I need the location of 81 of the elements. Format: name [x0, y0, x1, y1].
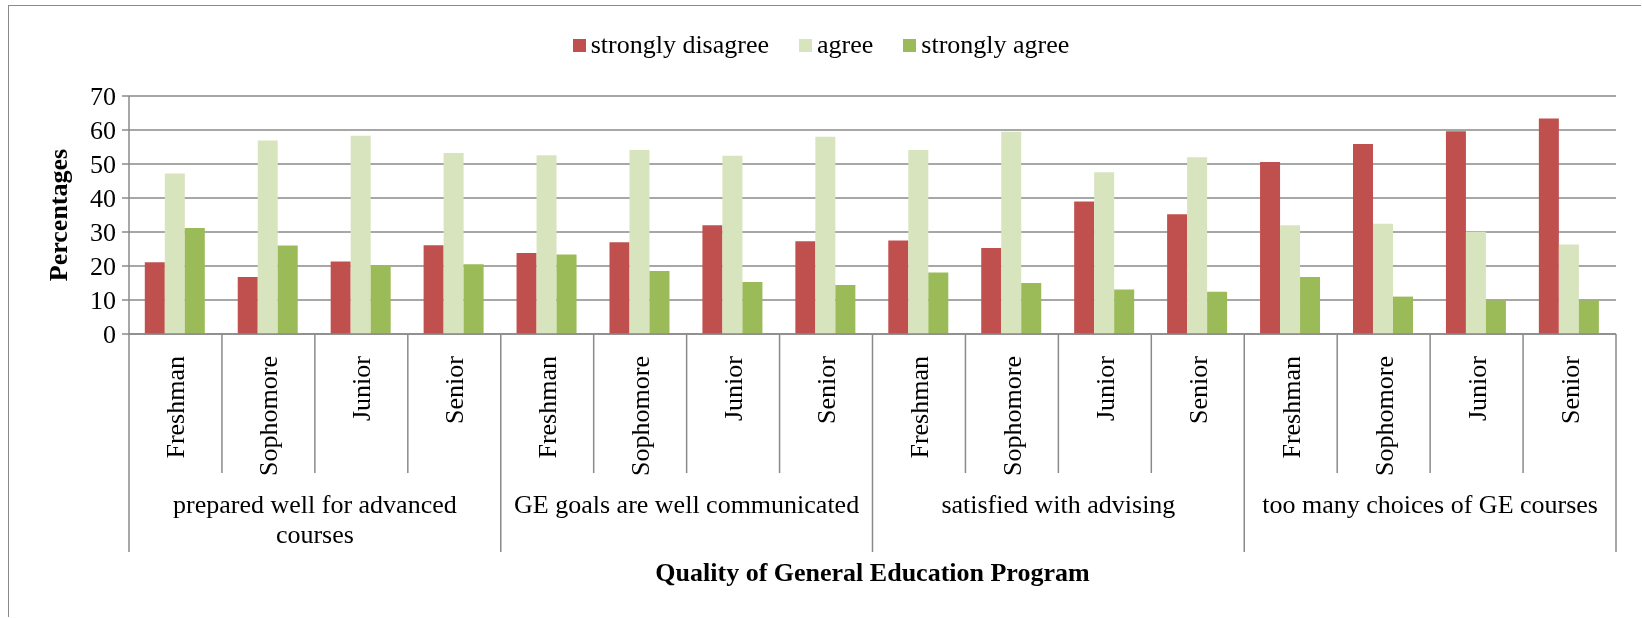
legend-label: strongly agree — [921, 30, 1070, 59]
bar — [1280, 225, 1301, 334]
bar — [981, 247, 1002, 334]
text: GE goals are well communicated — [514, 490, 860, 519]
bar — [1445, 131, 1466, 334]
bar — [184, 227, 205, 334]
x-tick-label: Senior — [1183, 355, 1213, 424]
y-tick-label: 0 — [103, 320, 116, 350]
x-tick-label: Freshman — [1276, 356, 1306, 459]
bar — [463, 264, 484, 334]
x-axis-title: Quality of General Education Program — [655, 558, 1090, 587]
legend-label: agree — [817, 30, 874, 59]
bar — [1187, 157, 1208, 334]
y-tick-label: 60 — [90, 116, 116, 146]
y-tick-label: 10 — [90, 286, 116, 316]
x-tick-label: Junior — [1462, 355, 1492, 421]
y-tick-label: 50 — [90, 150, 116, 180]
bar — [722, 155, 743, 334]
bar — [1485, 300, 1506, 334]
bar — [702, 225, 723, 334]
x-tick-label: Sophomore — [253, 356, 283, 476]
y-axis-title: Percentages — [43, 148, 73, 282]
bar — [257, 140, 278, 334]
legend-label: strongly disagree — [590, 30, 770, 59]
bar — [1352, 143, 1373, 334]
bar — [1021, 283, 1042, 334]
bar — [1001, 131, 1022, 334]
text: satisfied with advising — [941, 490, 1176, 519]
bar — [423, 245, 444, 334]
bar — [835, 285, 856, 334]
x-tick-label: Sophomore — [625, 356, 655, 476]
bar — [1074, 201, 1095, 334]
x-tick-label: Freshman — [532, 356, 562, 459]
bar — [1114, 289, 1135, 334]
bar — [556, 254, 577, 334]
bar — [1094, 172, 1115, 334]
bar — [1465, 231, 1486, 334]
y-tick-label: 70 — [90, 82, 116, 112]
bar — [350, 135, 371, 334]
bar — [1300, 276, 1321, 334]
bar — [330, 261, 351, 334]
bar — [629, 150, 650, 334]
bar — [277, 245, 298, 334]
bar — [908, 150, 929, 334]
bar — [928, 272, 949, 334]
x-tick-label: Freshman — [904, 356, 934, 459]
bar — [516, 253, 537, 334]
bar — [742, 281, 763, 334]
bar — [443, 153, 464, 334]
bar — [144, 262, 165, 334]
bar — [370, 266, 391, 334]
x-tick-label: Senior — [811, 355, 841, 424]
bar — [536, 155, 557, 334]
bar — [1167, 214, 1188, 334]
bar — [1538, 118, 1559, 334]
bar — [815, 136, 836, 334]
x-tick-label: Junior — [1090, 355, 1120, 421]
bar — [164, 173, 185, 334]
y-tick-label: 30 — [90, 218, 116, 248]
x-tick-label: Sophomore — [1369, 356, 1399, 476]
x-tick-label: Freshman — [160, 356, 190, 459]
bar — [649, 271, 670, 334]
x-tick-label: Senior — [439, 355, 469, 424]
bar — [1260, 161, 1281, 334]
y-tick-label: 20 — [90, 252, 116, 282]
y-tick-label: 40 — [90, 184, 116, 214]
bar — [795, 241, 816, 334]
bar — [1207, 291, 1228, 334]
x-tick-label: Junior — [718, 355, 748, 421]
bar — [237, 276, 258, 334]
bar — [1392, 296, 1413, 334]
bar — [888, 240, 909, 334]
bar — [1558, 244, 1579, 334]
text: too many choices of GE courses — [1262, 490, 1598, 519]
bar — [1578, 300, 1599, 334]
x-tick-label: Junior — [346, 355, 376, 421]
x-tick-label: Sophomore — [997, 356, 1027, 476]
bar — [609, 242, 630, 334]
x-tick-label: Senior — [1555, 355, 1585, 424]
text: prepared well for advanced courses — [173, 490, 457, 549]
bar — [1372, 223, 1393, 334]
